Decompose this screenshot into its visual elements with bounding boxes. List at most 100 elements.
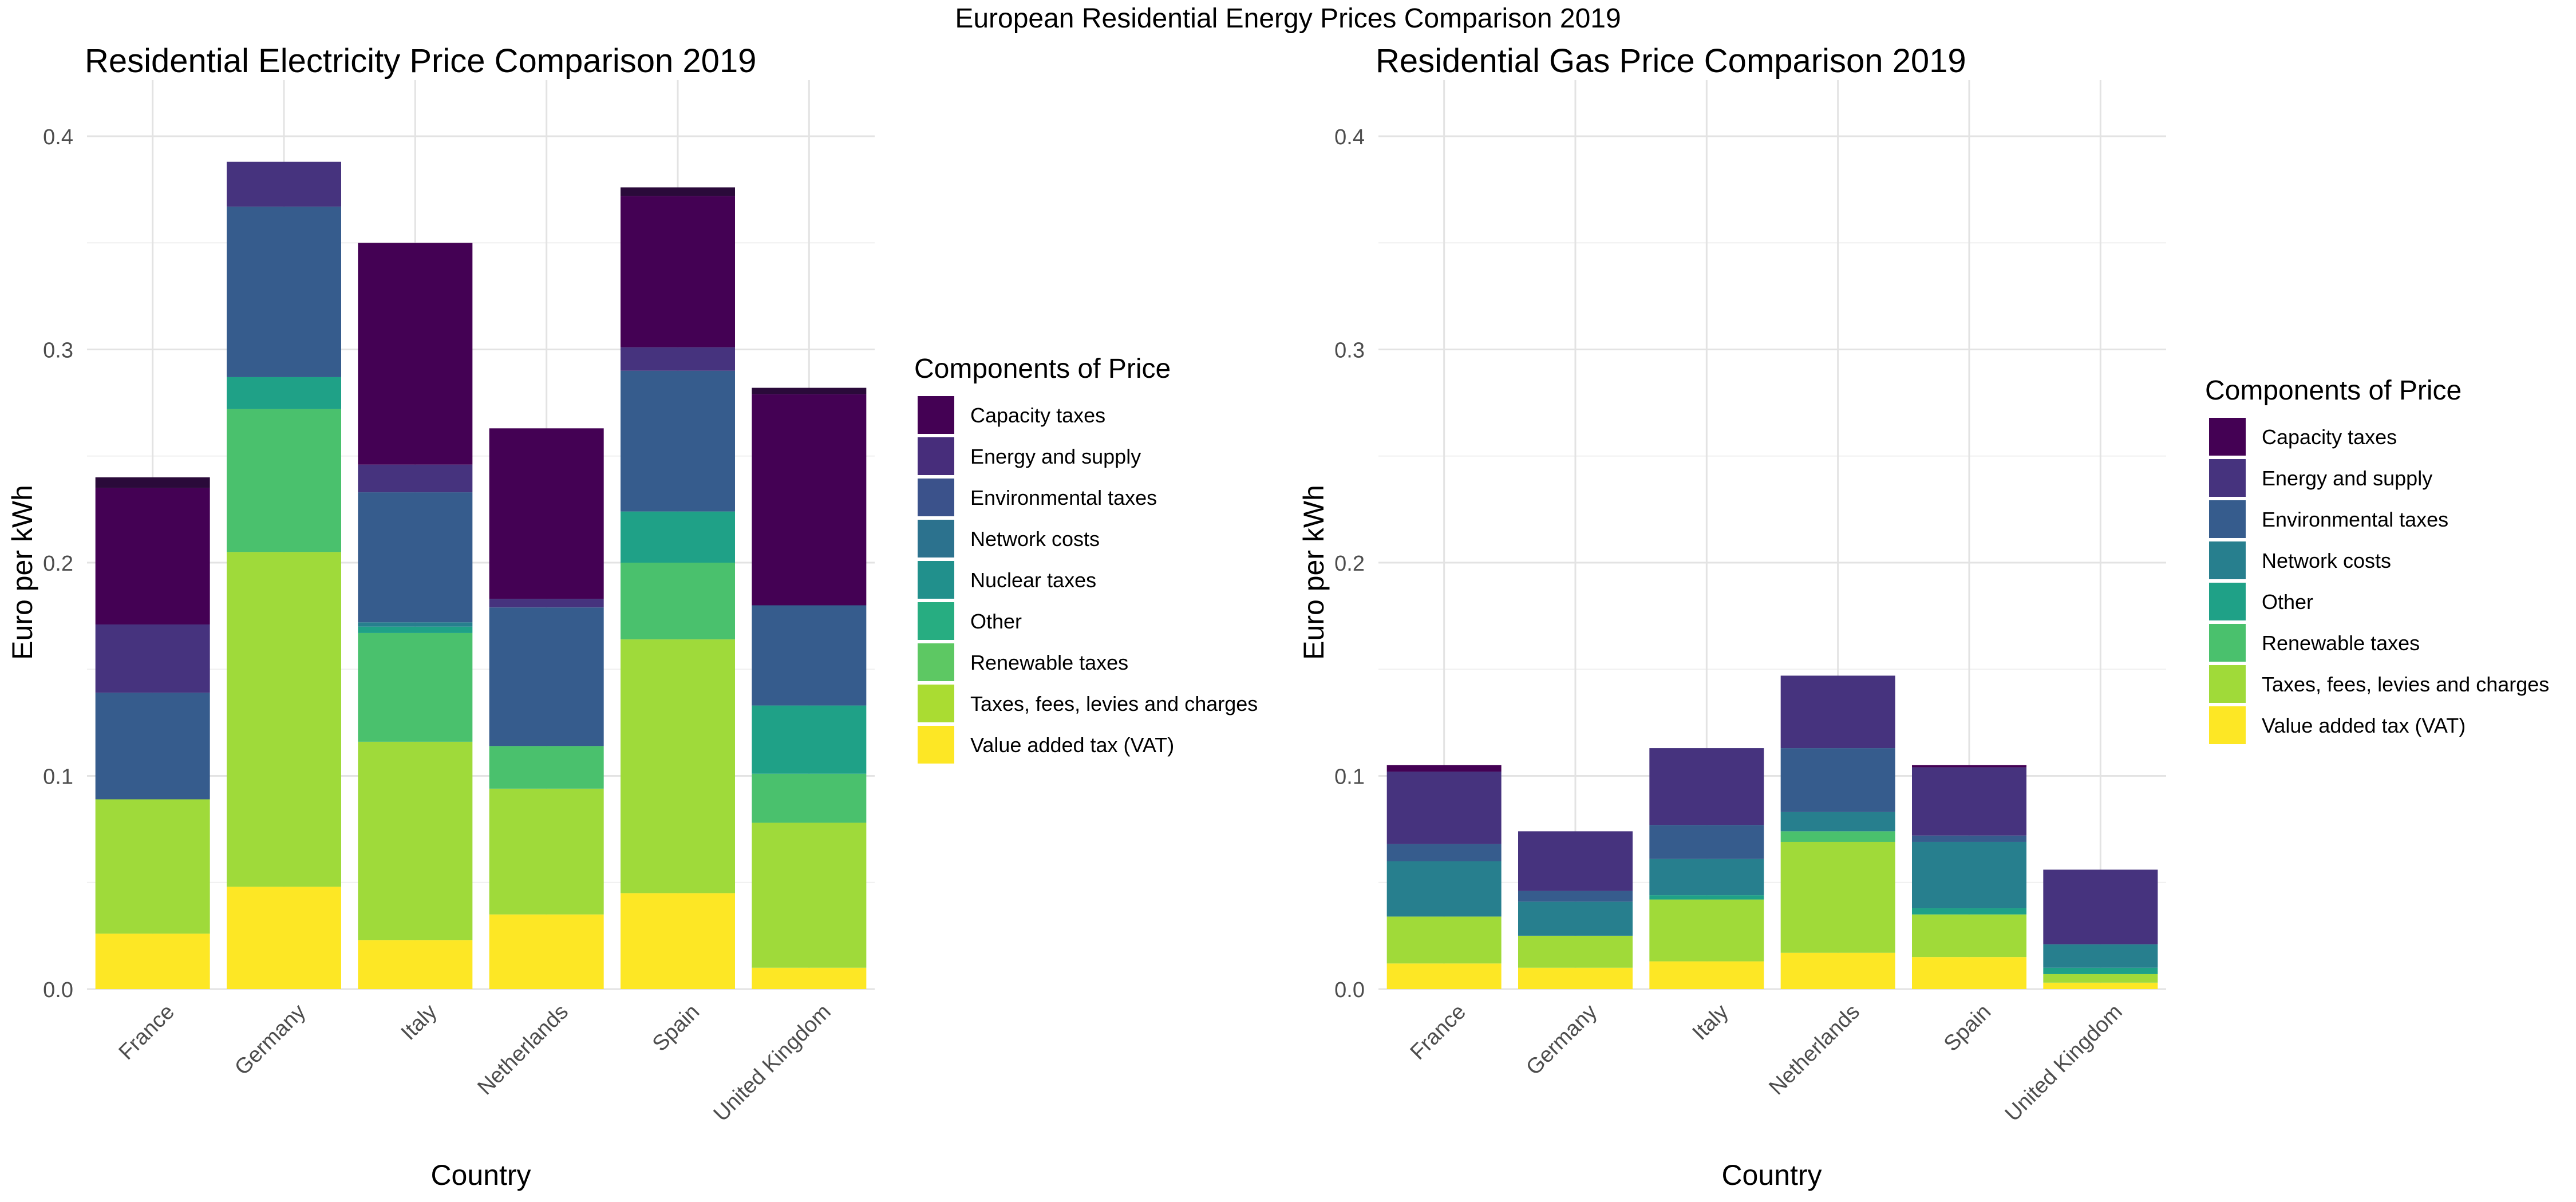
gas-legend-swatch-value-added-tax-vat (2209, 706, 2246, 744)
gas-bar-italy-taxes-fees-levies-and-charges (1649, 899, 1764, 962)
electricity-legend-swatch-network-costs (918, 520, 954, 557)
electricity-bar-netherlands-network-costs (489, 607, 604, 746)
electricity-legend-swatch-nuclear-taxes (918, 561, 954, 599)
electricity-bar-italy-value-added-tax-vat (358, 940, 473, 989)
electricity-y-tick-label: 0.3 (43, 339, 73, 363)
gas-legend-label-environmental-taxes: Environmental taxes (2262, 508, 2448, 531)
gas-legend-swatch-other (2209, 583, 2246, 620)
gas-y-tick-label: 0.2 (1334, 552, 1365, 576)
gas-bar-spain-network-costs (1912, 841, 2026, 908)
gas-bar-netherlands-taxes-fees-levies-and-charges (1780, 841, 1895, 953)
gas-legend-swatch-energy-and-supply (2209, 459, 2246, 497)
electricity-y-axis-label: Euro per kWh (6, 485, 38, 660)
gas-bar-spain-taxes-fees-levies-and-charges (1912, 914, 2026, 958)
electricity-y-tick-label: 0.2 (43, 552, 73, 576)
gas-legend-label-network-costs: Network costs (2262, 549, 2391, 572)
gas-bar-united-kingdom-network-costs (2043, 944, 2158, 968)
electricity-legend-title: Components of Price (914, 354, 1171, 384)
gas-bar-united-kingdom-taxes-fees-levies-and-charges (2043, 974, 2158, 983)
electricity-bar-france-taxes-fees-levies-and-charges (95, 799, 210, 934)
gas-bar-germany-energy-and-supply (1518, 831, 1633, 891)
electricity-bar-italy-other (358, 626, 473, 633)
electricity-legend-swatch-renewable-taxes (918, 643, 954, 681)
gas-bar-netherlands-renewable-taxes (1780, 831, 1895, 842)
gas-bar-spain-capacity-taxes (1912, 765, 2026, 768)
electricity-y-tick-label: 0.1 (43, 765, 73, 789)
gas-bar-united-kingdom-energy-and-supply (2043, 869, 2158, 944)
gas-y-tick-label: 0.1 (1334, 765, 1365, 789)
gas-legend-swatch-environmental-taxes (2209, 500, 2246, 538)
electricity-bar-spain-other (621, 511, 735, 563)
gas-bar-italy-energy-and-supply (1649, 748, 1764, 825)
electricity-legend-label-energy-and-supply: Energy and supply (970, 445, 1141, 468)
gas-bar-spain-value-added-tax-vat (1912, 957, 2026, 989)
gas-bar-germany-value-added-tax-vat (1518, 967, 1633, 989)
electricity-bar-germany-value-added-tax-vat (227, 887, 341, 989)
gas-bar-france-energy-and-supply (1386, 772, 1502, 844)
gas-bar-italy-environmental-taxes (1649, 825, 1764, 859)
electricity-bar-spain-energy-and-supply (621, 196, 735, 347)
electricity-bar-italy-energy-and-supply (358, 243, 473, 465)
electricity-bar-spain-capacity-taxes (621, 187, 735, 196)
electricity-bar-france-energy-and-supply (95, 488, 210, 625)
gas-bar-spain-energy-and-supply (1912, 767, 2026, 836)
gas-bar-united-kingdom-other (2043, 967, 2158, 974)
gas-bar-spain-environmental-taxes (1912, 835, 2026, 842)
electricity-bar-germany-taxes-fees-levies-and-charges (227, 552, 341, 887)
gas-bar-germany-taxes-fees-levies-and-charges (1518, 935, 1633, 968)
gas-bar-france-value-added-tax-vat (1386, 963, 1502, 989)
gas-bar-italy-network-costs (1649, 859, 1764, 896)
gas-y-tick-label: 0.4 (1334, 125, 1365, 149)
gas-bar-germany-environmental-taxes (1518, 891, 1633, 902)
electricity-bar-united-kingdom-renewable-taxes (752, 773, 867, 823)
electricity-y-tick-label: 0.4 (43, 125, 73, 149)
electricity-legend-swatch-environmental-taxes (918, 479, 954, 516)
electricity-legend-label-network-costs: Network costs (970, 527, 1100, 551)
gas-legend-label-value-added-tax-vat: Value added tax (VAT) (2262, 714, 2466, 737)
gas-legend-label-other: Other (2262, 590, 2313, 614)
electricity-legend-swatch-energy-and-supply (918, 437, 954, 475)
electricity-legend: Components of Price Capacity taxes Energy… (914, 354, 1258, 764)
electricity-legend-label-environmental-taxes: Environmental taxes (970, 486, 1157, 509)
gas-legend-swatch-capacity-taxes (2209, 418, 2246, 456)
electricity-bar-germany-network-costs (227, 206, 341, 377)
gas-y-tick-label: 0.0 (1334, 978, 1365, 1002)
electricity-bar-netherlands-energy-and-supply (489, 428, 604, 599)
gas-legend-title: Components of Price (2205, 375, 2462, 406)
gas-legend-swatch-taxes-fees-levies-and-charges (2209, 665, 2246, 703)
electricity-legend-swatch-other (918, 602, 954, 640)
electricity-bar-spain-network-costs (621, 370, 735, 512)
gas-chart-title: Residential Gas Price Comparison 2019 (1376, 42, 1966, 80)
gas-legend-label-taxes-fees-levies-and-charges: Taxes, fees, levies and charges (2262, 673, 2549, 696)
gas-x-axis-label: Country (1721, 1159, 1822, 1191)
electricity-bar-united-kingdom-taxes-fees-levies-and-charges (752, 823, 867, 968)
electricity-bar-netherlands-value-added-tax-vat (489, 914, 604, 989)
electricity-bars (95, 161, 867, 989)
electricity-bar-germany-other (227, 377, 341, 409)
electricity-bar-spain-value-added-tax-vat (621, 893, 735, 989)
gas-legend-swatch-renewable-taxes (2209, 624, 2246, 662)
electricity-bar-italy-network-costs (358, 492, 473, 623)
gas-bar-france-taxes-fees-levies-and-charges (1386, 916, 1502, 964)
electricity-chart: Residential Electricity Price Comparison… (6, 42, 875, 1191)
electricity-bar-france-value-added-tax-vat (95, 934, 210, 989)
electricity-bar-united-kingdom-energy-and-supply (752, 394, 867, 606)
electricity-bar-spain-environmental-taxes (621, 347, 735, 371)
electricity-legend-label-capacity-taxes: Capacity taxes (970, 404, 1105, 427)
electricity-legend-swatch-taxes-fees-levies-and-charges (918, 685, 954, 722)
gas-bar-united-kingdom-value-added-tax-vat (2043, 982, 2158, 989)
gas-bar-france-network-costs (1386, 861, 1502, 917)
gas-bar-netherlands-value-added-tax-vat (1780, 952, 1895, 989)
electricity-bar-spain-taxes-fees-levies-and-charges (621, 639, 735, 893)
gas-legend-label-renewable-taxes: Renewable taxes (2262, 631, 2420, 655)
gas-y-tick-label: 0.3 (1334, 339, 1365, 363)
gas-legend-label-energy-and-supply: Energy and supply (2262, 466, 2432, 490)
electricity-legend-label-other: Other (970, 610, 1022, 633)
electricity-bar-france-network-costs (95, 693, 210, 800)
electricity-bar-united-kingdom-value-added-tax-vat (752, 967, 867, 989)
gas-bar-italy-other (1649, 895, 1764, 900)
gas-legend-label-capacity-taxes: Capacity taxes (2262, 425, 2397, 449)
electricity-y-tick-labels: 0.0 0.1 0.2 0.3 0.4 (43, 125, 73, 1002)
gas-bar-netherlands-network-costs (1780, 812, 1895, 832)
